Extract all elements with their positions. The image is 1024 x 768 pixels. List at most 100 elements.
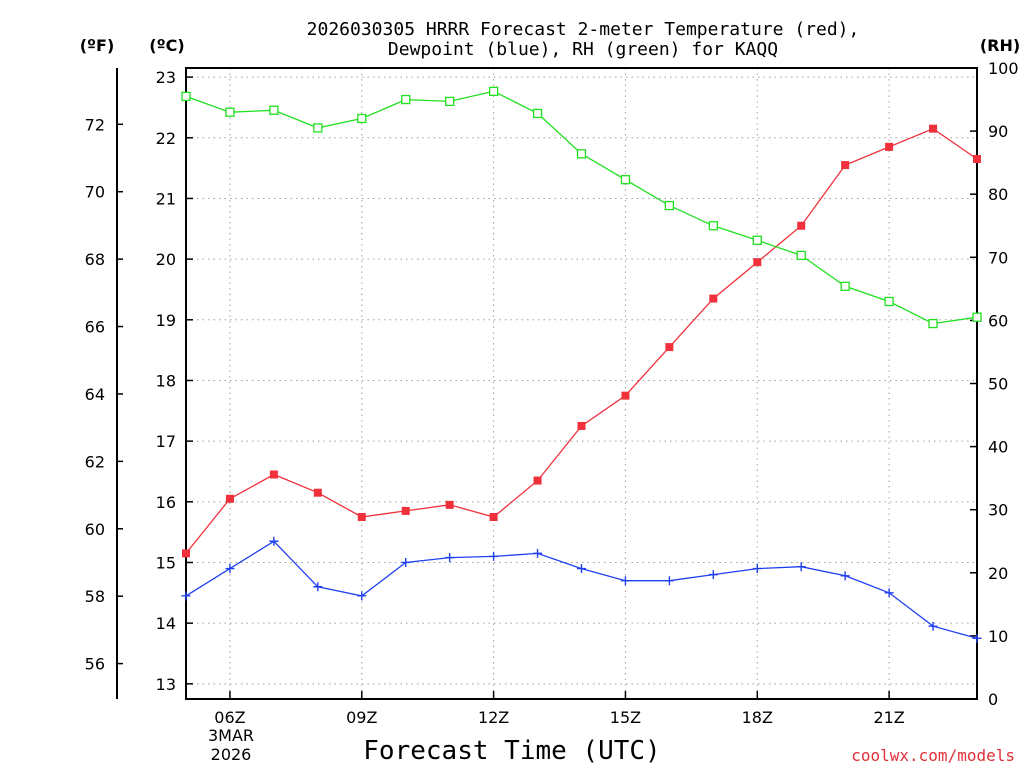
dewpoint-point: [401, 557, 411, 567]
c-tick-label: 22: [156, 129, 176, 148]
f-tick-label: 64: [85, 385, 105, 404]
rh-point: [532, 108, 543, 119]
dewpoint-point: [620, 576, 630, 586]
plot-frame: [185, 67, 978, 700]
dewpoint-point: [313, 582, 323, 592]
rh-point: [928, 318, 938, 329]
rh-tick-label: 20: [988, 564, 1008, 583]
c-tick-label: 18: [156, 371, 176, 390]
x-tick-label: 21Z: [873, 708, 904, 727]
temperature-point: [753, 258, 762, 267]
rh-point: [445, 96, 455, 107]
c-tick-label: 23: [156, 68, 176, 87]
temperature-point: [621, 391, 630, 400]
date-label-year: 2026: [211, 745, 252, 764]
rh-tick-label: 60: [988, 311, 1008, 330]
rh-point: [840, 281, 850, 291]
f-tick-label: 68: [85, 250, 105, 269]
c-tick-label: 17: [156, 432, 176, 451]
dewpoint-point: [708, 570, 718, 580]
c-tick-label: 21: [156, 189, 176, 208]
f-tick-label: 58: [85, 587, 105, 606]
temperature-point: [797, 221, 806, 230]
x-tick-label: 09Z: [346, 708, 377, 727]
rh-point: [181, 91, 191, 102]
f-tick-label: 62: [85, 452, 105, 471]
rh-point: [488, 86, 499, 96]
temperature-point: [357, 512, 366, 521]
dewpoint-point: [225, 564, 235, 574]
fahrenheit-unit-label: (ºF): [80, 36, 115, 55]
grid-lines: [186, 68, 977, 699]
series-layer: [181, 86, 982, 643]
dewpoint-point: [181, 591, 191, 601]
x-tick-label: 06Z: [214, 708, 245, 727]
temperature-point: [182, 549, 190, 558]
c-tick-label: 15: [156, 553, 176, 572]
temperature-point: [577, 421, 586, 430]
rh-tick-label: 30: [988, 501, 1008, 520]
dewpoint-point: [664, 576, 674, 586]
celsius-unit-label: (ºC): [149, 36, 184, 55]
temperature-point: [929, 124, 938, 133]
temperature-point: [885, 142, 894, 151]
f-tick-label: 60: [85, 520, 105, 539]
dewpoint-point: [840, 571, 850, 581]
date-label-month: 3MAR: [208, 726, 254, 745]
rh-point: [664, 200, 675, 211]
rh-unit-label: (RH): [980, 36, 1020, 55]
rh-point: [357, 113, 367, 124]
rh-tick-label: 40: [988, 438, 1008, 457]
f-tick-label: 70: [85, 183, 105, 202]
dewpoint-point: [752, 564, 762, 574]
temperature-point: [489, 512, 498, 521]
rh-tick-label: 0: [988, 690, 998, 709]
x-tick-label: 18Z: [742, 708, 773, 727]
c-tick-label: 16: [156, 493, 176, 512]
rh-point: [752, 235, 762, 245]
temperature-point: [225, 494, 234, 503]
rh-tick-label: 100: [988, 59, 1019, 78]
dewpoint-point: [489, 551, 499, 561]
dewpoint-point: [445, 553, 455, 563]
temperature-point: [401, 506, 410, 515]
temperature-point: [269, 470, 278, 479]
c-tick-label: 20: [156, 250, 176, 269]
temperature-point: [841, 161, 850, 170]
dewpoint-point: [533, 548, 543, 558]
x-tick-label: 12Z: [478, 708, 509, 727]
rh-tick-label: 80: [988, 185, 1008, 204]
dewpoint-point: [796, 562, 806, 572]
rh-point: [708, 221, 718, 231]
rh-point: [313, 123, 323, 133]
chart-title-line-2: Dewpoint (blue), RH (green) for KAQQ: [388, 39, 778, 60]
temperature-point: [973, 155, 981, 164]
rh-series-line: [185, 90, 978, 325]
rh-point: [576, 149, 587, 159]
f-tick-label: 66: [85, 318, 105, 337]
dewpoint-point: [357, 591, 367, 601]
rh-tick-label: 10: [988, 627, 1008, 646]
temperature-point: [445, 500, 454, 509]
rh-point: [225, 107, 235, 117]
rh-tick-label: 70: [988, 248, 1008, 267]
c-tick-label: 19: [156, 311, 176, 330]
rh-point: [620, 175, 631, 185]
dewpoint-point: [928, 621, 938, 631]
rh-tick-label: 90: [988, 122, 1008, 141]
c-tick-label: 13: [156, 675, 176, 694]
dewpoint-point: [269, 536, 279, 546]
dewpoint-point: [884, 588, 894, 598]
rh-point: [269, 105, 279, 115]
temperature-point: [533, 476, 542, 485]
c-tick-label: 14: [156, 614, 176, 633]
axes: 13 14 15 16 17 18 19 20 21 22 23 56 58 60 62 64 66 68 70 72…: [85, 59, 1019, 727]
x-tick-label: 15Z: [610, 708, 641, 727]
rh-point: [884, 296, 894, 307]
dewpoint-point: [972, 633, 982, 643]
dewpoint-point: [577, 564, 586, 574]
rh-tick-label: 50: [988, 375, 1008, 394]
f-tick-label: 56: [85, 655, 105, 674]
chart-title-line-1: 2026030305 HRRR Forecast 2-meter Tempera…: [307, 19, 860, 40]
